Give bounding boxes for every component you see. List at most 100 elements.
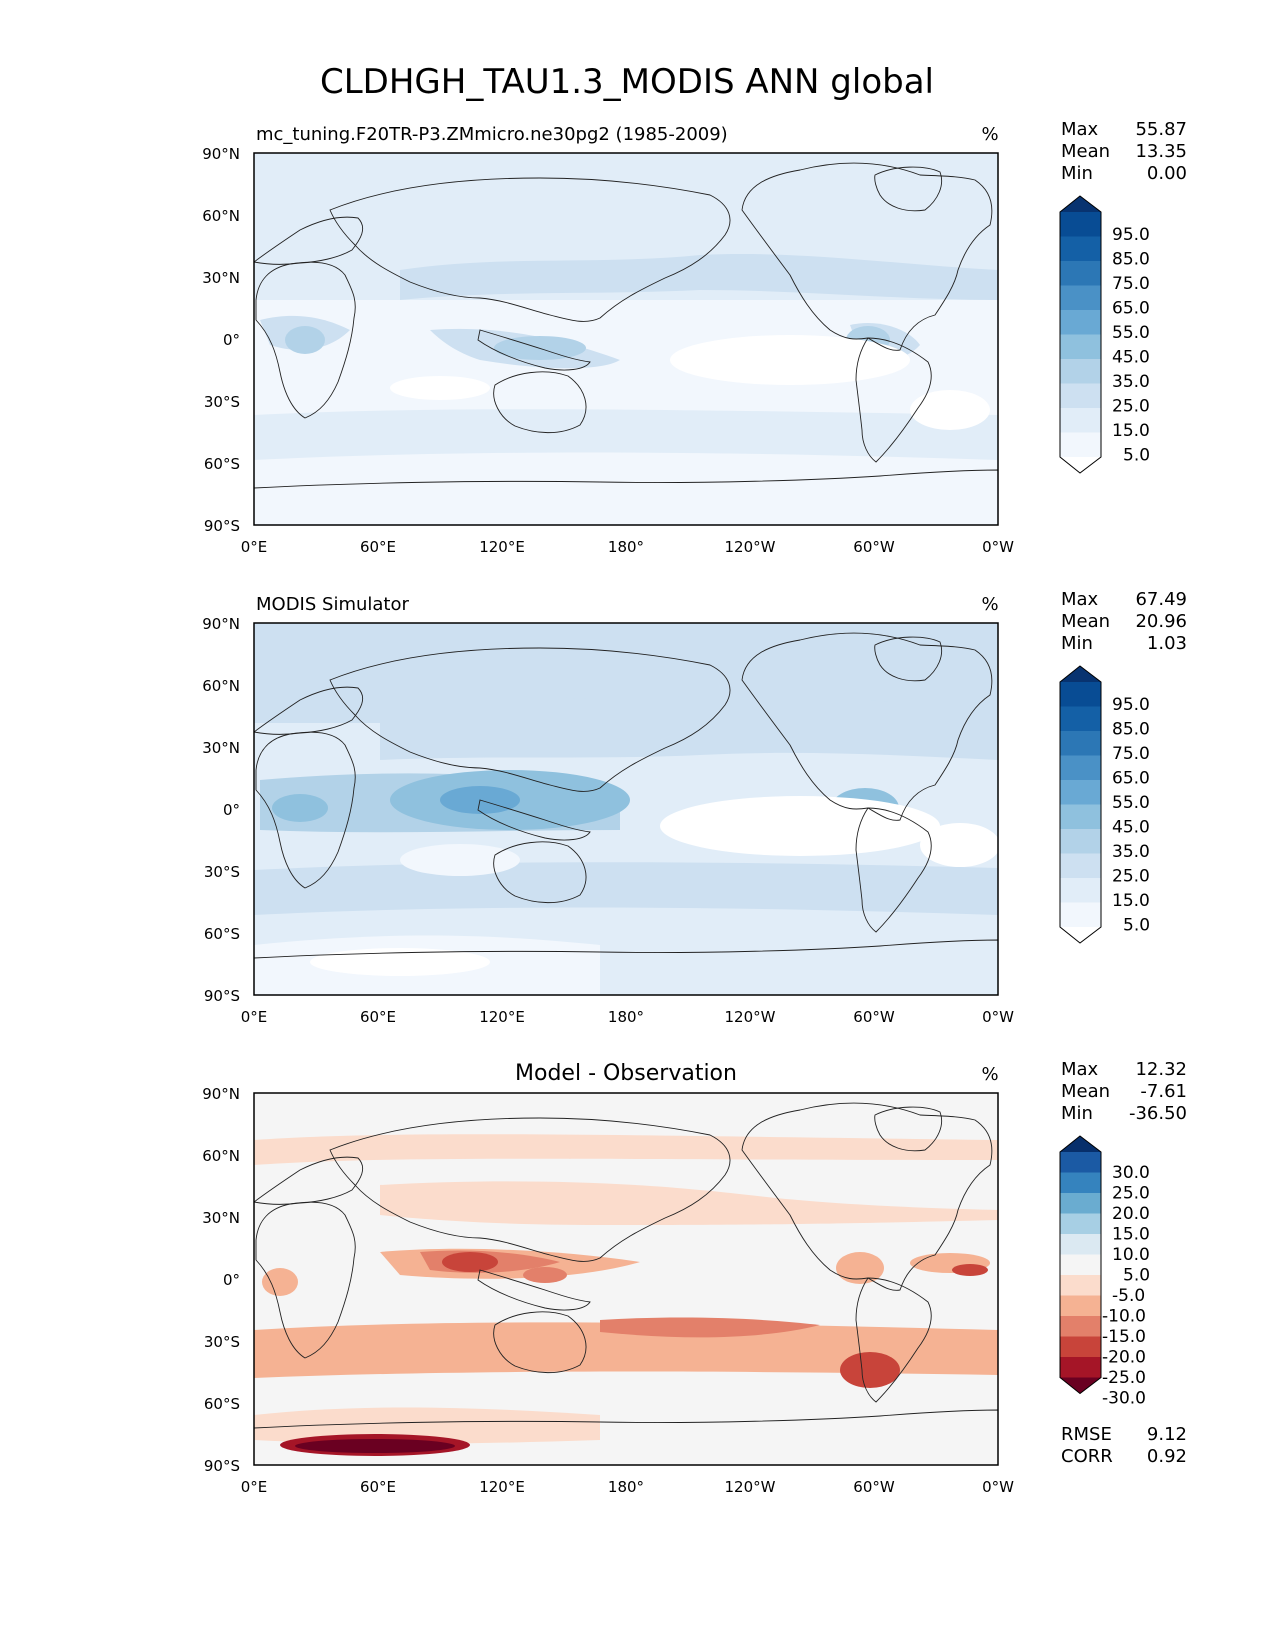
panel-test-lat-ticks: 90°N 60°N 30°N 0° 30°S 60°S 90°S <box>202 145 240 535</box>
panel-reference-map <box>254 623 998 995</box>
colorbar-segment <box>1060 706 1101 731</box>
lat-tick-label: 30°S <box>204 1333 240 1351</box>
lat-tick-label: 30°S <box>204 393 240 411</box>
lon-tick-label: 60°W <box>853 538 895 556</box>
colorbar-tick-label: 35.0 <box>1112 842 1150 862</box>
colorbar-cap-bottom <box>1060 457 1101 473</box>
panel-reference: MODIS Simulator % 90°N 60°N 30°N 0° 30° <box>202 589 1187 1026</box>
stat-value-max: 12.32 <box>1135 1059 1187 1080</box>
colorbar-tick-label: 5.0 <box>1123 1266 1150 1286</box>
panel-test: mc_tuning.F20TR-P3.ZMmicro.ne30pg2 (1985… <box>202 119 1187 556</box>
stat-label-mean: Mean <box>1061 611 1110 632</box>
panel-test-title: mc_tuning.F20TR-P3.ZMmicro.ne30pg2 (1985… <box>256 124 728 145</box>
colorbar-tick-label: 95.0 <box>1112 225 1150 245</box>
panel-test-lon-ticks: 0°E 60°E 120°E 180° 120°W 60°W 0°W <box>241 538 1014 556</box>
panel-reference-colorbar: 95.0 85.0 75.0 65.0 55.0 45.0 35.0 25.0 … <box>1059 665 1150 944</box>
panel-difference-stats: Max Mean Min 12.32 -7.61 -36.50 <box>1061 1059 1187 1124</box>
colorbar-tick-label: 25.0 <box>1112 867 1150 887</box>
colorbar-tick-label: 85.0 <box>1112 250 1150 270</box>
colorbar-cap-top <box>1060 1136 1101 1152</box>
colorbar-tick-label: 10.0 <box>1112 1245 1150 1265</box>
stat-value-mean: 20.96 <box>1135 611 1187 632</box>
corr-value: 0.92 <box>1147 1446 1187 1467</box>
colorbar-tick-label: -10.0 <box>1102 1307 1146 1327</box>
colorbar-tick-label: 75.0 <box>1112 274 1150 294</box>
panel-test-colorbar: 95.0 85.0 75.0 65.0 55.0 45.0 35.0 25.0 … <box>1059 195 1150 474</box>
colorbar-cap-top <box>1060 196 1101 212</box>
colorbar-tick-label: -30.0 <box>1102 1389 1146 1409</box>
rmse-label: RMSE <box>1061 1424 1112 1445</box>
colorbar-tick-label: 55.0 <box>1112 793 1150 813</box>
colorbar-segment <box>1060 1254 1101 1275</box>
colorbar-segment <box>1060 236 1101 261</box>
colorbar-segment <box>1060 1193 1101 1214</box>
figure-title: CLDHGH_TAU1.3_MODIS ANN global <box>320 62 934 102</box>
stat-label-max: Max <box>1061 119 1099 140</box>
stat-label-max: Max <box>1061 1059 1099 1080</box>
lat-tick-label: 60°N <box>202 677 240 695</box>
colorbar-tick-label: 15.0 <box>1112 421 1150 441</box>
lat-tick-label: 90°N <box>202 145 240 163</box>
panel-reference-lon-ticks: 0°E 60°E 120°E 180° 120°W 60°W 0°W <box>241 1008 1014 1026</box>
colorbar-tick-label: 45.0 <box>1112 818 1150 838</box>
lat-tick-label: 30°N <box>202 269 240 287</box>
lat-tick-label: 30°N <box>202 1209 240 1227</box>
panel-difference-colorbar: 30.0 25.0 20.0 15.0 10.0 5.0 -5.0 -10.0 … <box>1059 1135 1150 1409</box>
lon-tick-label: 0°W <box>982 1008 1014 1026</box>
colorbar-segment <box>1060 359 1101 384</box>
colorbar-outline <box>1059 665 1102 944</box>
panel-reference-lat-ticks: 90°N 60°N 30°N 0° 30°S 60°S 90°S <box>202 615 240 1005</box>
panel-difference-lat-ticks: 90°N 60°N 30°N 0° 30°S 60°S 90°S <box>202 1085 240 1475</box>
colorbar-tick-label: -5.0 <box>1112 1286 1145 1306</box>
colorbar-tick-label: -20.0 <box>1102 1348 1146 1368</box>
lat-tick-label: 0° <box>223 1271 240 1289</box>
colorbar-tick-label: 45.0 <box>1112 348 1150 368</box>
colorbar-segment <box>1060 829 1101 854</box>
lat-tick-label: 90°N <box>202 1085 240 1103</box>
panel-difference-metrics: RMSE 9.12 CORR 0.92 <box>1061 1424 1187 1467</box>
panel-test-map <box>254 153 998 525</box>
colorbar-tick-label: 75.0 <box>1112 744 1150 764</box>
panel-difference-title: Model - Observation <box>515 1061 737 1086</box>
stat-value-max: 67.49 <box>1135 589 1187 610</box>
panel-difference-map <box>254 1093 998 1465</box>
colorbar-segment <box>1060 1213 1101 1234</box>
lon-tick-label: 180° <box>608 1008 644 1026</box>
lat-tick-label: 90°S <box>204 517 240 535</box>
stat-value-max: 55.87 <box>1135 119 1187 140</box>
lat-tick-label: 90°S <box>204 1457 240 1475</box>
lat-tick-label: 60°S <box>204 455 240 473</box>
stat-label-min: Min <box>1061 1103 1093 1124</box>
colorbar-tick-label: 20.0 <box>1112 1204 1150 1224</box>
lon-tick-label: 0°E <box>241 538 268 556</box>
colorbar-tick-label: -15.0 <box>1102 1327 1146 1347</box>
colorbar-segment <box>1060 408 1101 433</box>
panel-difference: Model - Observation % 90°N 60°N <box>202 1059 1187 1496</box>
colorbar-tick-label: 30.0 <box>1112 1163 1150 1183</box>
colorbar-tick-label: 5.0 <box>1123 446 1150 466</box>
colorbar-tick-label: 25.0 <box>1112 1184 1150 1204</box>
stat-value-min: 1.03 <box>1147 633 1187 654</box>
colorbar-segment <box>1060 1234 1101 1255</box>
lon-tick-label: 120°E <box>479 538 525 556</box>
colorbar-segment <box>1060 682 1101 707</box>
lat-tick-label: 60°S <box>204 925 240 943</box>
colorbar-segment <box>1060 1152 1101 1173</box>
colorbar-tick-label: 35.0 <box>1112 372 1150 392</box>
lon-tick-label: 0°W <box>982 1478 1014 1496</box>
lon-tick-label: 120°E <box>479 1478 525 1496</box>
lat-tick-label: 60°N <box>202 1147 240 1165</box>
colorbar-segment <box>1060 383 1101 408</box>
colorbar-segment <box>1060 1275 1101 1296</box>
colorbar-segment <box>1060 1357 1101 1378</box>
colorbar-tick-label: 85.0 <box>1112 720 1150 740</box>
stat-value-min: -36.50 <box>1129 1103 1187 1124</box>
lat-tick-label: 30°N <box>202 739 240 757</box>
colorbar-tick-label: 25.0 <box>1112 397 1150 417</box>
colorbar-segment <box>1060 285 1101 310</box>
colorbar-tick-label: 55.0 <box>1112 323 1150 343</box>
rmse-value: 9.12 <box>1147 1424 1187 1445</box>
colorbar-segment <box>1060 731 1101 756</box>
lat-tick-label: 0° <box>223 801 240 819</box>
